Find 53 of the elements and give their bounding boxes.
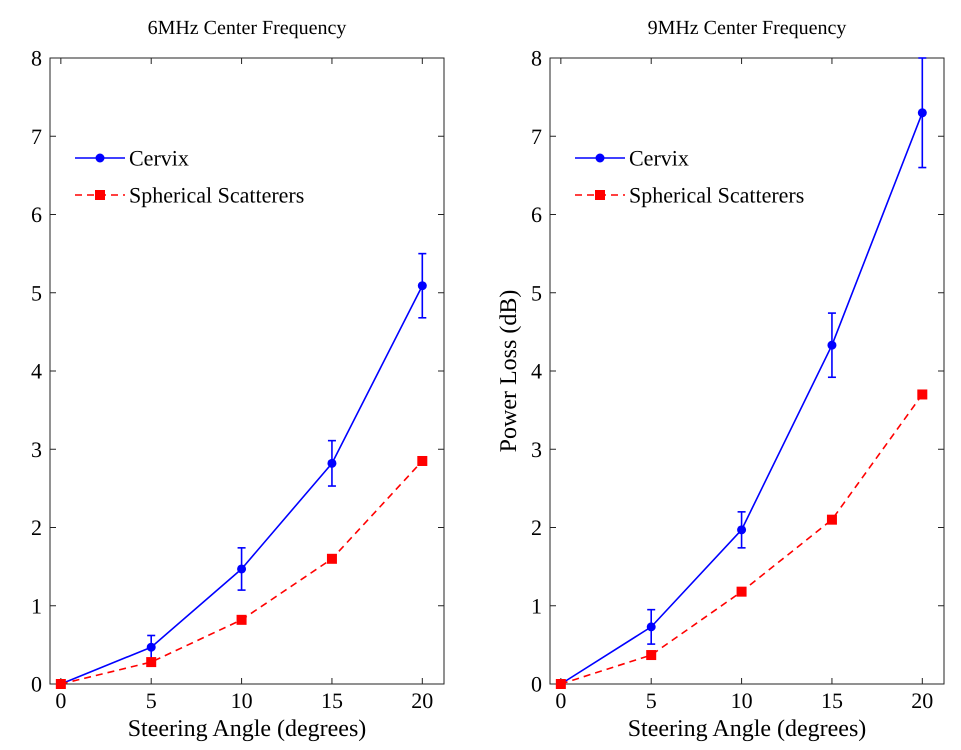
point [827, 340, 836, 350]
point [826, 514, 837, 525]
point [236, 614, 247, 625]
chart-title: 6MHz Center Frequency [148, 17, 346, 39]
point [146, 657, 156, 668]
y-tick-label: 3 [531, 436, 542, 462]
y-tick-label: 2 [531, 515, 542, 540]
y-tick-label: 1 [31, 593, 42, 618]
y-tick-label: 2 [31, 515, 42, 540]
x-axis-title: Steering Angle (degrees) [628, 716, 866, 742]
point [146, 642, 156, 652]
point [237, 564, 246, 574]
x-tick-label: 15 [320, 688, 343, 713]
point [418, 281, 427, 290]
point [417, 456, 428, 466]
x-tick-label: 10 [230, 688, 253, 713]
legend-label: Spherical Scatterers [129, 182, 304, 208]
chart-title: 9MHz Center Frequency [648, 17, 846, 39]
y-tick-label: 8 [531, 46, 542, 71]
y-tick-label: 6 [31, 202, 42, 228]
point [918, 108, 927, 118]
y-tick-label: 5 [31, 280, 42, 306]
point [737, 525, 746, 534]
legend-label: Cervix [129, 146, 189, 171]
point [326, 554, 337, 564]
x-tick-label: 20 [411, 688, 434, 713]
y-tick-label: 6 [531, 202, 542, 228]
x-tick-label: 5 [646, 688, 657, 713]
point [917, 389, 928, 400]
point [327, 458, 336, 468]
y-tick-label: 7 [31, 124, 42, 149]
y-tick-label: 4 [531, 358, 542, 384]
x-tick-label: 10 [730, 688, 753, 713]
legend-label: Cervix [629, 146, 689, 171]
y-tick-label: 3 [31, 436, 42, 462]
y-tick-label: 0 [531, 672, 542, 697]
legend-label: Spherical Scatterers [629, 182, 804, 208]
y-tick-label: 4 [31, 358, 42, 384]
y-tick-label: 7 [531, 124, 542, 149]
x-tick-label: 5 [146, 688, 157, 713]
y-tick-label: 8 [31, 46, 42, 71]
x-tick-label: 0 [555, 688, 566, 713]
y-tick-label: 0 [31, 672, 42, 697]
x-tick-label: 15 [820, 688, 843, 713]
y-tick-label: 1 [531, 593, 542, 618]
x-tick-label: 0 [55, 688, 66, 713]
y-tick-label: 5 [531, 280, 542, 306]
y-axis-title: Power Loss (dB) [496, 290, 522, 452]
x-axis-title: Steering Angle (degrees) [128, 716, 366, 742]
point [646, 650, 656, 660]
point [736, 586, 747, 597]
point [646, 622, 656, 632]
x-tick-label: 20 [911, 688, 934, 713]
